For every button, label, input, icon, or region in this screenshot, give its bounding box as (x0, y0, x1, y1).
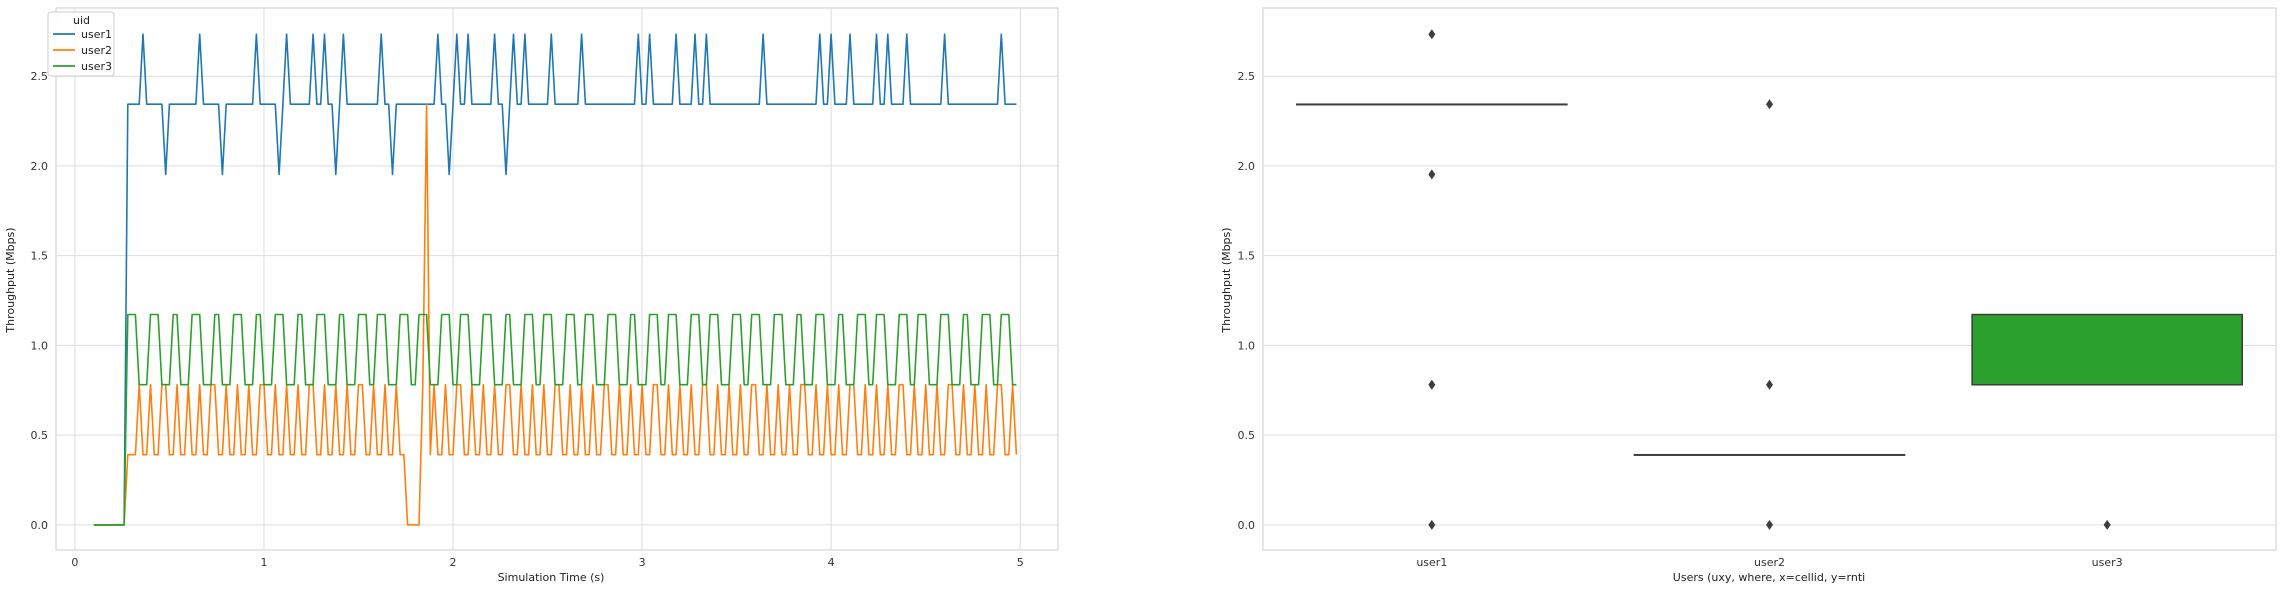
outlier-point (1428, 519, 1436, 530)
box-chart-x-axis-label: Users (uxy, where, x=cellid, y=rnti (1673, 571, 1865, 584)
series-line-user1 (93, 33, 1017, 526)
legend-label-user1: user1 (81, 28, 112, 41)
y-tick-label: 1.0 (31, 339, 49, 352)
x-tick-label: user3 (2092, 556, 2123, 569)
x-tick-label: 4 (828, 556, 835, 569)
line-chart-x-ticks: 0 1 2 3 4 5 (71, 556, 1023, 569)
box-chart-y-ticks: 0.0 0.5 1.0 1.5 2.0 2.5 (1238, 70, 1256, 532)
outlier-point (1766, 379, 1773, 390)
outlier-point (1428, 29, 1436, 40)
outlier-point (2103, 519, 2111, 530)
outlier-point (1428, 169, 1436, 180)
line-chart-y-ticks: 0.0 0.5 1.0 1.5 2.0 2.5 (31, 70, 49, 532)
box-chart-plot-area (1262, 7, 2277, 551)
series-line-user3 (93, 313, 1017, 526)
outlier-point (1766, 99, 1773, 110)
box-user2 (1633, 99, 1906, 530)
outlier-point (1766, 519, 1773, 530)
box-body (1971, 313, 2243, 386)
line-chart-y-axis-label: Throughput (Mbps) (4, 227, 17, 333)
x-tick-label: 1 (260, 556, 267, 569)
x-tick-label: 2 (450, 556, 457, 569)
line-chart-series (93, 33, 1018, 526)
y-tick-label: 0.5 (31, 429, 49, 442)
x-tick-label: 3 (639, 556, 646, 569)
outlier-point (1428, 379, 1436, 390)
line-chart-x-axis-label: Simulation Time (s) (498, 571, 605, 584)
y-tick-label: 2.0 (1238, 160, 1256, 173)
box-user3 (1971, 313, 2243, 530)
x-tick-label: 0 (71, 556, 78, 569)
y-tick-label: 1.0 (1238, 339, 1256, 352)
x-tick-label: user1 (1416, 556, 1447, 569)
y-tick-label: 2.5 (31, 70, 49, 83)
y-tick-label: 2.5 (1238, 70, 1256, 83)
box-user1 (1296, 29, 1568, 530)
legend-box (47, 11, 115, 77)
y-tick-label: 1.5 (31, 250, 49, 263)
x-tick-label: 5 (1017, 556, 1024, 569)
box-chart-x-ticks: user1 user2 user3 (1416, 556, 2122, 569)
legend-label-user3: user3 (81, 60, 112, 73)
y-tick-label: 0.5 (1238, 429, 1256, 442)
legend-label-user2: user2 (81, 44, 112, 57)
y-tick-label: 0.0 (31, 519, 49, 532)
legend: uid user1 user2 user3 (47, 11, 115, 77)
box-chart-boxes (1296, 29, 2243, 530)
y-tick-label: 1.5 (1238, 250, 1256, 263)
x-tick-label: user2 (1754, 556, 1785, 569)
box-chart-y-axis-label: Throughput (Mbps) (1220, 227, 1233, 333)
line-chart-grid (56, 8, 1058, 550)
y-tick-label: 0.0 (1238, 519, 1256, 532)
legend-title: uid (73, 14, 90, 27)
y-tick-label: 2.0 (31, 160, 49, 173)
